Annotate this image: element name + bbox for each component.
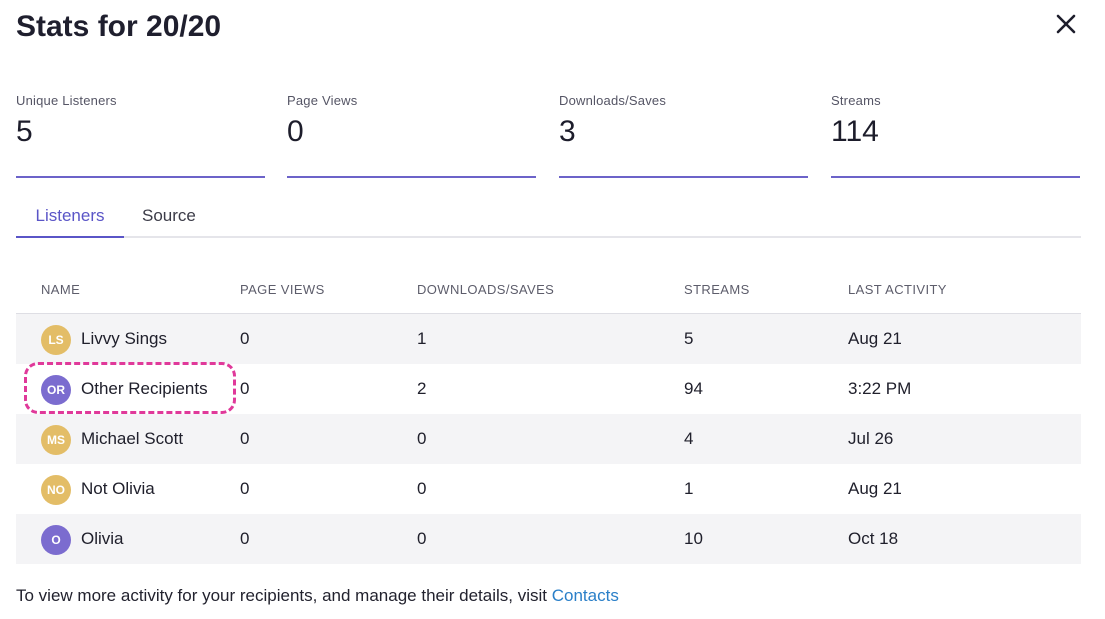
avatar: MS xyxy=(41,425,71,455)
streams-value: 10 xyxy=(684,529,703,548)
table-header: NAME PAGE VIEWS DOWNLOADS/SAVES STREAMS … xyxy=(16,264,1081,314)
last-activity-value: Aug 21 xyxy=(848,329,902,348)
stat-page-views: Page Views 0 xyxy=(287,92,536,178)
table-row[interactable]: MS Michael Scott 0 0 4 Jul 26 xyxy=(16,414,1081,464)
footer-note: To view more activity for your recipient… xyxy=(16,586,619,606)
avatar: NO xyxy=(41,475,71,505)
page-views-value: 0 xyxy=(240,479,250,498)
tab-source[interactable]: Source xyxy=(142,206,196,225)
table-row[interactable]: O Olivia 0 0 10 Oct 18 xyxy=(16,514,1081,564)
table-row[interactable]: NO Not Olivia 0 0 1 Aug 21 xyxy=(16,464,1081,514)
stat-value: 5 xyxy=(16,115,33,148)
column-header-page-views[interactable]: PAGE VIEWS xyxy=(240,282,325,297)
column-header-streams[interactable]: STREAMS xyxy=(684,282,750,297)
tab-bar: Listeners Source xyxy=(16,202,1081,238)
avatar: OR xyxy=(41,375,71,405)
avatar: LS xyxy=(41,325,71,355)
page-views-value: 0 xyxy=(240,529,250,548)
downloads-value: 1 xyxy=(417,329,427,348)
stat-streams: Streams 114 xyxy=(831,92,1080,178)
listener-name[interactable]: Not Olivia xyxy=(81,479,155,498)
table-row[interactable]: OR Other Recipients 0 2 94 3:22 PM xyxy=(16,362,1081,414)
downloads-value: 0 xyxy=(417,479,427,498)
footer-text: To view more activity for your recipient… xyxy=(16,586,548,605)
streams-value: 94 xyxy=(684,379,703,398)
page-views-value: 0 xyxy=(240,379,250,398)
stat-label: Streams xyxy=(831,93,881,108)
table-row[interactable]: LS Livvy Sings 0 1 5 Aug 21 xyxy=(16,314,1081,364)
contacts-link[interactable]: Contacts xyxy=(551,586,619,605)
stat-label: Downloads/Saves xyxy=(559,93,667,108)
column-header-downloads[interactable]: DOWNLOADS/SAVES xyxy=(417,282,555,297)
stats-summary: Unique Listeners 5 Page Views 0 Download… xyxy=(16,92,1081,178)
close-button[interactable] xyxy=(1052,10,1080,38)
stat-value: 114 xyxy=(831,115,879,148)
downloads-value: 0 xyxy=(417,529,427,548)
downloads-value: 2 xyxy=(417,379,427,398)
listener-name[interactable]: Livvy Sings xyxy=(81,329,167,348)
stat-label: Unique Listeners xyxy=(16,93,117,108)
page-views-value: 0 xyxy=(240,329,250,348)
stat-value: 3 xyxy=(559,115,576,148)
close-icon xyxy=(1056,14,1076,34)
modal-title: Stats for 20/20 xyxy=(16,10,222,43)
stat-unique-listeners: Unique Listeners 5 xyxy=(16,92,265,178)
streams-value: 1 xyxy=(684,479,694,498)
downloads-value: 0 xyxy=(417,429,427,448)
listener-name[interactable]: Other Recipients xyxy=(81,379,208,398)
last-activity-value: Oct 18 xyxy=(848,529,899,548)
avatar: O xyxy=(41,525,71,555)
page-views-value: 0 xyxy=(240,429,250,448)
streams-value: 5 xyxy=(684,329,694,348)
stat-value: 0 xyxy=(287,115,304,148)
last-activity-value: 3:22 PM xyxy=(848,379,912,398)
listener-name[interactable]: Michael Scott xyxy=(81,429,184,448)
last-activity-value: Jul 26 xyxy=(848,429,894,448)
tab-listeners[interactable]: Listeners xyxy=(16,206,124,238)
listeners-table: NAME PAGE VIEWS DOWNLOADS/SAVES STREAMS … xyxy=(16,264,1081,564)
streams-value: 4 xyxy=(684,429,694,448)
stat-downloads-saves: Downloads/Saves 3 xyxy=(559,92,808,178)
column-header-last-activity[interactable]: LAST ACTIVITY xyxy=(848,282,947,297)
listener-name[interactable]: Olivia xyxy=(81,529,124,548)
column-header-name[interactable]: NAME xyxy=(41,282,81,297)
last-activity-value: Aug 21 xyxy=(848,479,902,498)
stat-label: Page Views xyxy=(287,93,358,108)
